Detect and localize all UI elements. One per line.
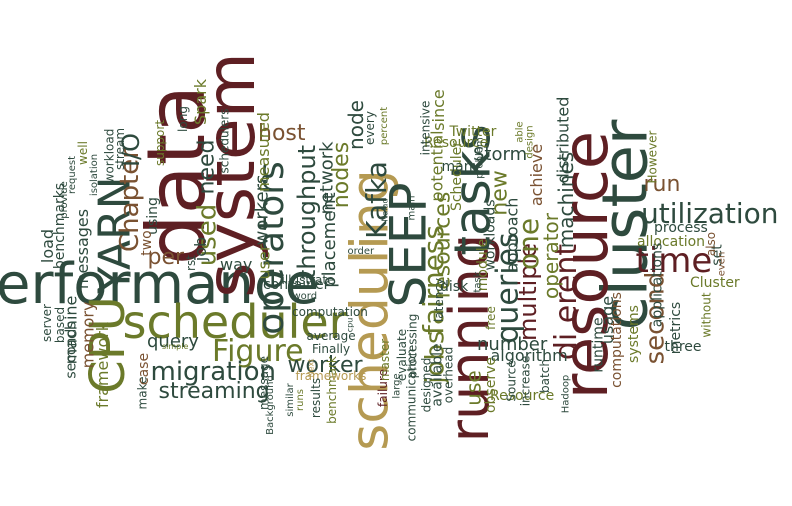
word-approach: approach [501, 197, 521, 273]
word-applications: applications [648, 242, 665, 328]
word-utilization: utilization [641, 197, 779, 230]
word-streaming: streaming [158, 379, 270, 404]
word-computation: computation [292, 305, 368, 319]
word-algorithm: algorithm [490, 346, 568, 365]
word-percent: percent [379, 106, 391, 146]
word-resource-mid: Resource [424, 135, 489, 151]
word-worker: worker [287, 353, 363, 378]
word-naiad: Naiad [380, 198, 390, 222]
word-illustrate: illustrate [281, 273, 335, 287]
word-schedulers: schedulers [216, 108, 231, 174]
word-messages: messages [73, 208, 93, 290]
word-problem: problem [474, 137, 486, 179]
word-even: even [715, 251, 727, 277]
word-scheduler: scheduler [122, 295, 348, 349]
word-runtime: runtime [590, 317, 607, 373]
word-workload: workload [101, 128, 116, 184]
word-per: per [147, 245, 185, 270]
word-observe: observe [483, 356, 500, 414]
word-framework: framework [93, 321, 113, 409]
word-user: user [253, 244, 273, 280]
word-twitter: Twitter [449, 124, 497, 140]
word-batch: batch [537, 359, 552, 393]
word-many: many [441, 159, 481, 175]
word-every: every [362, 111, 377, 145]
word-finally: Finally [312, 342, 351, 356]
word-intensive: intensive [417, 100, 432, 156]
word-load: load [38, 228, 58, 264]
word-long: long [175, 106, 190, 132]
word-message: message [256, 356, 271, 410]
word-systems: systems [625, 305, 642, 363]
word-throughput: throughput [293, 144, 322, 280]
word-number: number [477, 334, 548, 355]
word-communication: communication [403, 348, 418, 442]
word-run: run [643, 172, 681, 197]
word-task: task [472, 271, 484, 293]
word-figure: Figure [212, 334, 304, 369]
word-average: average [306, 329, 356, 343]
word-designed: designed [418, 357, 433, 413]
word-host: host [258, 121, 306, 146]
word-distributed: distributed [552, 96, 572, 184]
word-query: query [147, 331, 199, 352]
word-performance: performance [0, 252, 320, 317]
word-support: support [153, 119, 168, 167]
word-simple: simple [162, 342, 189, 351]
word-time: time [635, 241, 713, 281]
word-frameworks: frameworks [295, 369, 367, 383]
word-computations: computations [608, 292, 625, 388]
word-container: container [263, 277, 330, 293]
word-free: free [483, 306, 498, 330]
word-network: network [316, 141, 338, 215]
word-three: three [664, 339, 702, 355]
word-however: However [644, 130, 659, 184]
word-word: word [292, 291, 318, 302]
word-need: need [193, 139, 219, 195]
word-without: without [699, 292, 714, 338]
word-migration: migration [150, 357, 276, 387]
word-server: server [40, 304, 54, 342]
word-similar: similar [284, 383, 296, 417]
word-isolation: isolation [89, 153, 101, 197]
word-allocation: allocation [637, 234, 706, 250]
word-increase: increase [517, 355, 532, 407]
word-benchmark: benchmark [324, 356, 339, 424]
word-source: Source [504, 360, 519, 402]
word-master: master [378, 338, 393, 382]
word-rst: rst [183, 255, 198, 271]
word-results: results [309, 377, 324, 419]
word-measured: measured [253, 112, 273, 192]
word-large: large [391, 373, 403, 399]
word-latency: latency [432, 277, 447, 323]
word-case: case [136, 352, 153, 386]
word-process: process [654, 220, 708, 236]
word-disk: disk [440, 279, 469, 295]
word-since: since [428, 89, 448, 131]
word-spark: Spark [190, 79, 210, 125]
word-storm: Storm [473, 144, 528, 165]
word-runs: runs [295, 389, 306, 411]
word-use: use [461, 370, 486, 406]
word-overhead: overhead [440, 346, 455, 404]
word-way: way [220, 255, 253, 274]
word-main: main [406, 195, 417, 221]
word-order: order [347, 246, 375, 257]
word-hadoop: Hadoop [559, 374, 571, 414]
word-based: based [53, 306, 68, 344]
word-using: using [144, 197, 161, 235]
word-well: well [75, 141, 90, 165]
word-cpu: cpu [344, 317, 354, 333]
word-resource-bot: Resource [490, 388, 555, 404]
word-design: design [524, 125, 536, 159]
word-two: two [138, 230, 155, 256]
word-scheduler: Scheduler [449, 140, 466, 212]
word-cluster: Cluster [690, 275, 740, 291]
